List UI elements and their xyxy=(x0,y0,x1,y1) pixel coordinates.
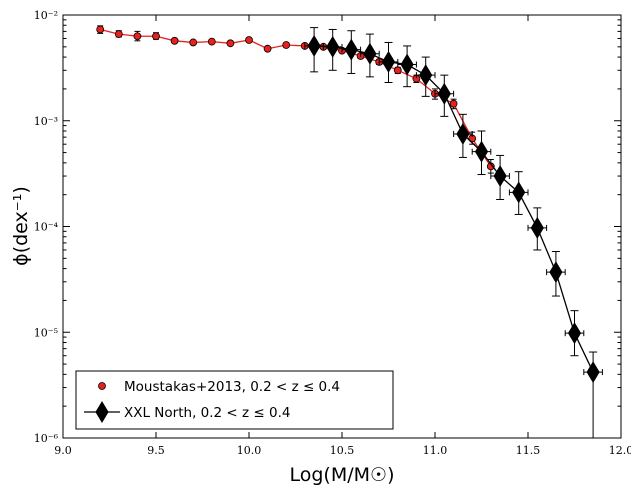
legend-marker-xxl xyxy=(95,401,109,423)
diamond-marker xyxy=(493,165,507,188)
diamond-marker xyxy=(400,53,414,76)
circle-marker xyxy=(282,41,291,49)
y-tick-label: 10⁻³ xyxy=(34,115,58,128)
circle-marker xyxy=(393,66,402,75)
diamond-marker xyxy=(474,140,489,163)
legend-label-xxl: XXL North, 0.2 < z ≤ 0.4 xyxy=(124,405,290,421)
diamond-marker xyxy=(512,181,526,204)
circle-marker xyxy=(226,39,235,48)
diamond-marker xyxy=(437,82,451,105)
diamond-marker xyxy=(307,34,321,57)
circle-marker xyxy=(96,25,105,34)
x-tick-label: 9.0 xyxy=(54,444,72,457)
y-tick-label: 10⁻⁶ xyxy=(34,432,59,445)
diamond-marker xyxy=(344,38,358,61)
y-tick-label: 10⁻² xyxy=(34,9,58,22)
x-tick-label: 11.5 xyxy=(516,444,541,457)
diamond-marker xyxy=(549,261,563,284)
circle-marker xyxy=(170,36,179,45)
x-tick-label: 10.5 xyxy=(330,444,355,457)
y-tick-label: 10⁻⁴ xyxy=(34,221,59,234)
legend-items: Moustakas+2013, 0.2 < z ≤ 0.4 XXL North, … xyxy=(84,379,340,423)
x-tick-label: 10.0 xyxy=(237,444,262,457)
legend-box xyxy=(75,370,394,430)
axis-ticks: 9.0 9.5 10.0 10.5 11.0 11.5 12.0 10⁻⁶ 10⁻⁵ 10⁻⁴ 10… xyxy=(34,9,631,457)
circle-marker xyxy=(263,44,272,53)
y-tick-label: 10⁻⁵ xyxy=(34,326,58,339)
circle-marker xyxy=(245,36,253,44)
diamond-marker xyxy=(381,50,396,73)
diamond-marker xyxy=(456,122,470,145)
circle-marker xyxy=(133,32,142,41)
legend-label-moustakas: Moustakas+2013, 0.2 < z ≤ 0.4 xyxy=(124,379,340,395)
diamond-marker xyxy=(530,216,544,239)
circle-marker xyxy=(114,30,123,38)
x-tick-label: 11.0 xyxy=(423,444,448,457)
legend: Moustakas+2013, 0.2 < z ≤ 0.4 XXL North, … xyxy=(75,370,394,430)
circle-marker xyxy=(449,99,458,108)
diamond-marker xyxy=(567,322,582,345)
diamond-marker xyxy=(586,361,600,384)
y-axis-title: ϕ(dex⁻¹) xyxy=(10,186,32,266)
x-tick-label: 12.0 xyxy=(609,444,631,457)
x-axis-title: Log(M/M☉) xyxy=(290,464,395,486)
legend-marker-moustakas xyxy=(98,382,106,390)
circle-marker xyxy=(152,32,160,41)
circle-marker xyxy=(207,37,216,46)
diamond-marker xyxy=(326,35,340,58)
diamond-marker xyxy=(363,42,377,65)
circle-marker xyxy=(189,38,198,47)
x-tick-label: 9.5 xyxy=(147,444,165,457)
diamond-marker xyxy=(419,64,433,87)
xxl-series xyxy=(304,27,603,438)
